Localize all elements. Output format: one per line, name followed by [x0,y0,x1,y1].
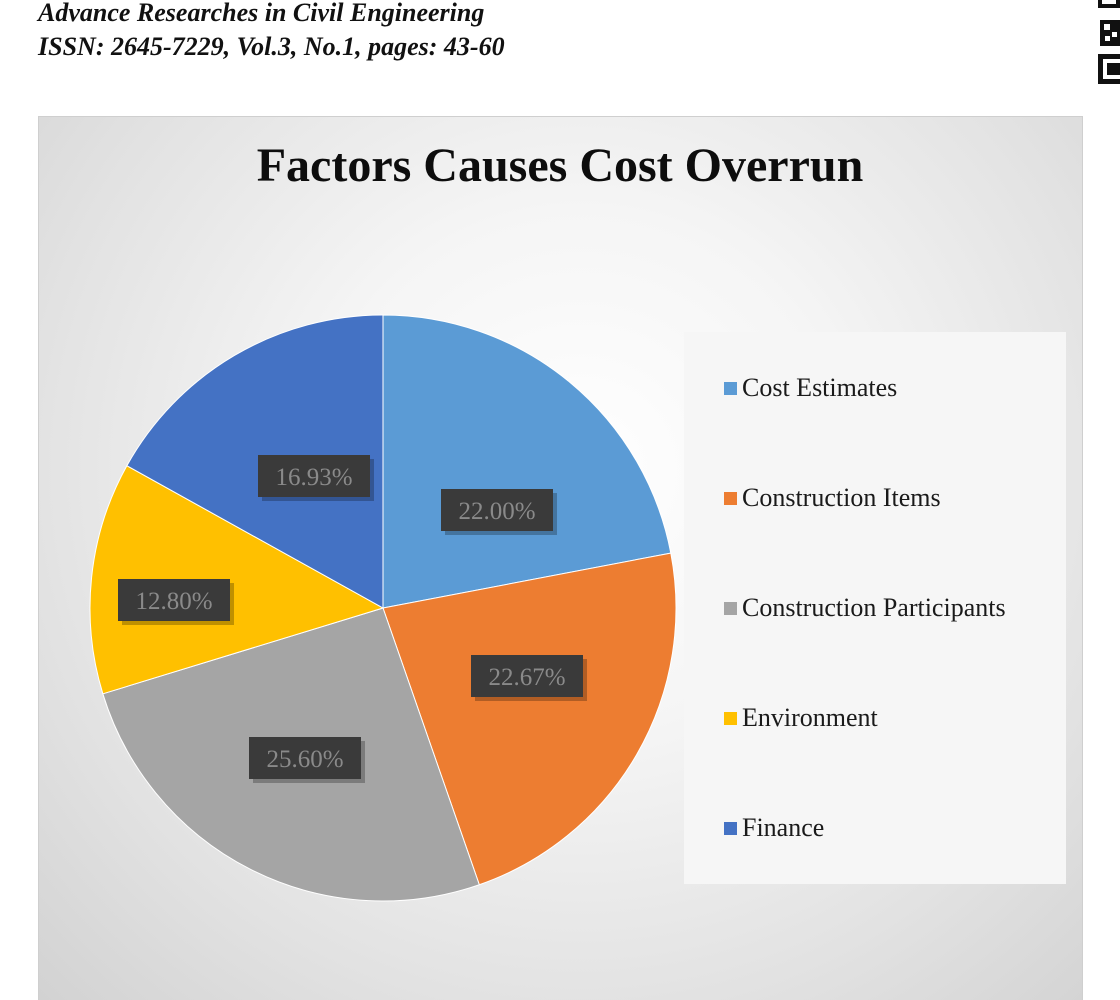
journal-issn: ISSN: 2645-7229, Vol.3, No.1, pages: 43-… [38,32,505,61]
data-label: 25.60% [249,737,365,783]
legend-label: Cost Estimates [742,373,898,402]
pie-slice-cost-estimates [382,314,672,609]
legend-item: Environment [724,703,878,733]
chart-legend: Cost Estimates Construction Items Construc… [684,332,1066,884]
legend-swatch [724,381,737,395]
data-label: 12.80% [118,579,234,625]
legend-swatch [724,711,737,725]
data-label: 16.93% [258,455,374,501]
pie-slice-environment [89,465,385,695]
legend-label: Finance [742,813,825,842]
journal-header: Advance Researches in Civil Engineering … [38,0,505,64]
legend-item: Construction Items [724,483,941,513]
qr-code-icon [1098,0,1120,84]
data-label-text: 22.00% [458,498,535,525]
legend-item: Construction Participants [724,593,1006,623]
legend-swatch [724,821,737,835]
legend-label: Construction Participants [742,593,1006,622]
pie-slice-construction-items [382,552,677,886]
data-label: 22.00% [441,489,557,535]
legend-label: Construction Items [742,483,941,512]
legend-label: Environment [742,703,878,732]
chart-title: Factors Causes Cost Overrun [256,139,864,192]
data-label-text: 12.80% [135,588,212,615]
data-label: 22.67% [471,655,587,701]
data-label-text: 16.93% [275,464,352,491]
legend-item: Cost Estimates [724,373,897,403]
pie-slice-finance [126,314,384,609]
legend-item: Finance [724,813,824,843]
data-label-text: 25.60% [266,746,343,773]
journal-name: Advance Researches in Civil Engineering [38,0,485,27]
data-label-text: 22.67% [488,664,565,691]
legend-swatch [724,491,737,505]
legend-swatch [724,601,737,615]
